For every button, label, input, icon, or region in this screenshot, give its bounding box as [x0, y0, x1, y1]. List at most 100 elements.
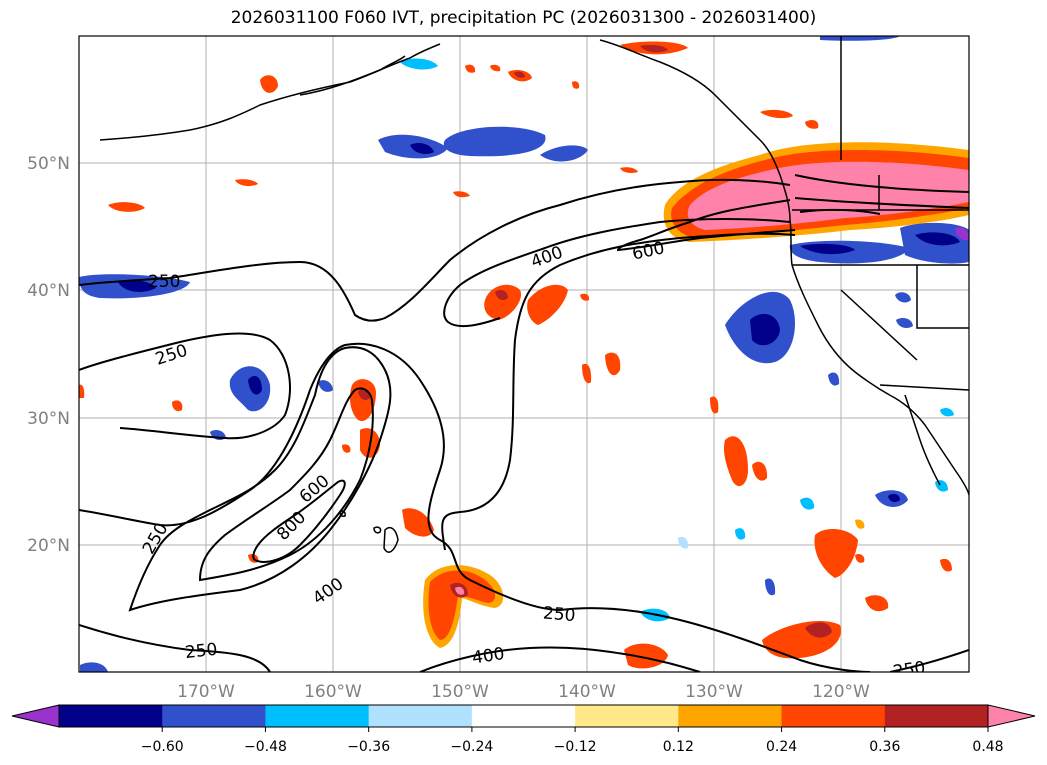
precip-neg-region	[895, 292, 911, 303]
colorbar: −0.60 −0.48 −0.36 −0.24 −0.12 0.12 0.24 0.36 0.4…	[11, 704, 1036, 755]
ivt-contour-600	[794, 197, 969, 209]
precip-neg-region	[118, 280, 156, 292]
precip-pos-region	[814, 528, 858, 578]
colorbar-tick-label: 0.24	[766, 739, 797, 755]
colorbar-segment	[162, 705, 266, 727]
precip-pos-region	[108, 202, 145, 212]
lon-label: 120°W	[812, 682, 870, 702]
border	[879, 384, 969, 391]
precip-pos-region	[455, 586, 465, 595]
precip-neg-region	[443, 126, 546, 157]
precip-neg-region	[678, 536, 689, 549]
precip-neg-region	[735, 528, 746, 540]
precip-pos-region	[260, 75, 278, 93]
colorbar-segment	[59, 705, 163, 727]
positive-precip-regions	[79, 41, 969, 669]
contour-label-250: 250	[542, 603, 576, 626]
colorbar-tick-label: −0.24	[450, 739, 493, 755]
precip-neg-region	[896, 318, 913, 328]
colorbar-tick-label: 0.36	[869, 739, 900, 755]
ivt-contour-250	[441, 232, 796, 551]
border	[916, 265, 969, 329]
colorbar-tick-label: 0.48	[972, 739, 1003, 755]
ivt-contour-400	[128, 346, 392, 612]
ivt-contour-400	[419, 646, 701, 672]
ivt-contour-250	[79, 332, 291, 440]
precip-neg-region	[80, 662, 108, 672]
precip-pos-region	[495, 290, 508, 300]
lon-label: 140°W	[558, 682, 616, 702]
precip-pos-region	[402, 508, 434, 537]
precip-neg-region	[318, 380, 333, 392]
precip-neg-region	[800, 497, 815, 510]
precip-pos-region	[582, 363, 592, 384]
colorbar-tick-label: −0.36	[347, 739, 390, 755]
precip-pos-region	[710, 396, 719, 414]
colorbar-segment	[575, 705, 679, 727]
border	[840, 289, 918, 361]
ivt-contour-600	[799, 208, 881, 215]
precip-pos-region	[605, 352, 621, 376]
precip-neg-region	[955, 227, 969, 241]
precip-neg-region	[410, 142, 434, 154]
precip-pos-region	[79, 384, 85, 398]
ivt-contour-250	[79, 178, 791, 322]
hawaii	[383, 527, 399, 553]
ivt-contour-600	[198, 387, 374, 582]
precip-neg-region	[940, 407, 954, 417]
precip-pos-region	[620, 167, 638, 173]
precip-neg-region	[915, 232, 960, 246]
precip-neg-region	[750, 314, 780, 346]
precip-pos-region	[940, 558, 952, 572]
precip-neg-region	[765, 578, 776, 596]
precip-pos-region	[172, 400, 183, 412]
colorbar-segment	[471, 705, 576, 727]
colorbar-segment	[781, 705, 886, 727]
precip-pos-region	[752, 461, 768, 481]
lat-label: 20°N	[27, 536, 70, 556]
precip-pos-region	[235, 179, 258, 187]
precip-neg-region	[400, 58, 438, 70]
hawaii	[373, 526, 382, 534]
precip-pos-region	[514, 71, 525, 78]
precip-neg-region	[248, 375, 262, 395]
ivt-contour-600	[794, 174, 969, 193]
precip-neg-region	[820, 36, 900, 41]
precip-pos-region	[490, 64, 501, 72]
ivt-contours	[79, 174, 969, 672]
precip-pos-region	[760, 109, 793, 119]
contour-label-250: 250	[148, 272, 180, 292]
precip-pos-region	[580, 293, 590, 301]
figure-title: 2026031100 F060 IVT, precipitation PC (2…	[230, 8, 817, 28]
colorbar-tick-label: −0.60	[141, 739, 184, 755]
coastline-alaska	[99, 43, 441, 141]
contour-label-250: 250	[184, 640, 218, 663]
precip-neg-region	[800, 243, 855, 255]
coastline-westus	[791, 264, 969, 496]
precip-pos-region	[572, 81, 580, 89]
precip-pos-region	[865, 595, 889, 612]
precip-neg-region	[229, 366, 271, 412]
lon-label: 160°W	[304, 682, 362, 702]
coastline-baja	[904, 394, 941, 486]
lat-label: 30°N	[27, 409, 70, 429]
contour-label-400: 400	[471, 644, 506, 668]
colorbar-frame	[58, 704, 989, 728]
ivt-contour-600	[616, 199, 796, 252]
precip-neg-region	[540, 145, 588, 162]
lon-label: 130°W	[685, 682, 743, 702]
colorbar-extend-left	[11, 704, 60, 728]
precip-pos-region	[342, 444, 351, 453]
colorbar-segment	[368, 705, 473, 727]
lat-label: 40°N	[27, 281, 70, 301]
ivt-contour-800	[252, 479, 346, 563]
precip-pos-region	[805, 622, 832, 638]
precip-pos-region	[855, 553, 865, 563]
precip-pos-region	[640, 45, 668, 53]
colorbar-tick-label: 0.12	[663, 739, 694, 755]
colorbar-tick-label: −0.48	[244, 739, 287, 755]
precip-pos-region	[723, 436, 748, 487]
precip-neg-region	[828, 372, 840, 386]
contour-label-250: 250	[892, 658, 927, 682]
